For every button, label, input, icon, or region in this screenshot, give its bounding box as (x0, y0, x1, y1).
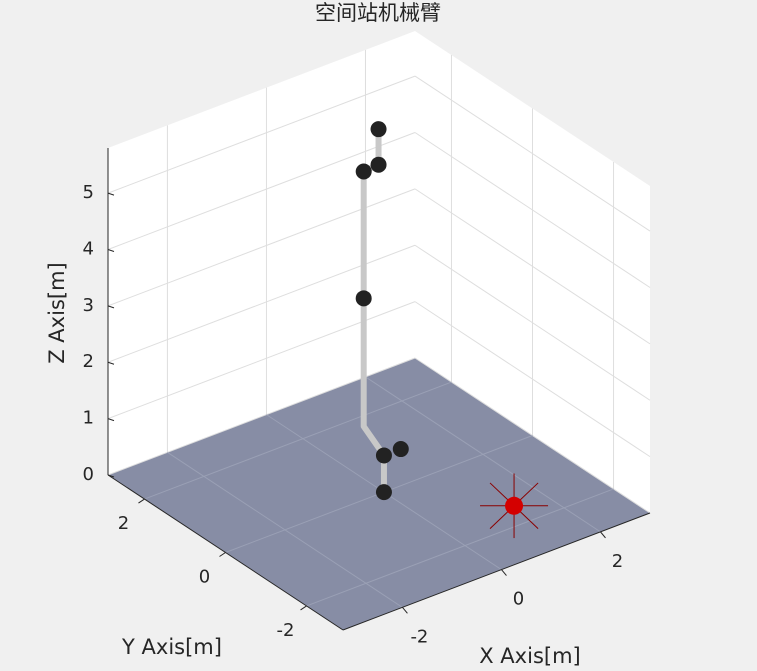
joint (375, 447, 392, 464)
z-tick-label: 0 (83, 464, 94, 485)
y-floor-grid (144, 381, 452, 500)
y-tick (300, 605, 307, 611)
joint (370, 121, 387, 138)
z-tick-label: 3 (83, 295, 94, 316)
z-tick (107, 418, 115, 422)
joint (355, 290, 372, 307)
z-tick (107, 249, 115, 252)
z-tick (107, 305, 115, 309)
y-tick (138, 498, 145, 504)
joint (355, 163, 372, 180)
z-grid-line (107, 132, 416, 250)
y-tick (219, 552, 226, 557)
y-axis-label: Y Axis[m] (121, 635, 222, 659)
y-tick-label: 2 (118, 513, 129, 534)
axis-line (107, 474, 344, 631)
z-tick-label: 1 (83, 408, 94, 429)
x-tick-label: 2 (612, 551, 623, 572)
y-floor-grid (306, 488, 614, 607)
x-axis-label: X Axis[m] (479, 644, 580, 668)
x-tick (402, 607, 408, 614)
target-sphere (505, 496, 524, 515)
joint (375, 484, 392, 501)
x-tick-label: -2 (410, 626, 428, 647)
back-wall-left (108, 31, 415, 475)
chart-title: 空间站机械臂 (315, 1, 441, 25)
z-tick (107, 192, 115, 196)
x-tick (501, 569, 507, 576)
y-tick-label: 0 (199, 567, 210, 588)
joint (392, 441, 409, 458)
z-tick-label: 4 (83, 238, 94, 259)
z-tick (107, 361, 115, 365)
axis-line (342, 512, 651, 631)
z-tick-label: 2 (83, 351, 94, 372)
joint (370, 156, 387, 173)
y-tick-label: -2 (277, 620, 295, 641)
x-tick-label: 0 (513, 589, 524, 610)
z-tick-label: 5 (83, 182, 94, 203)
z-grid-line (107, 75, 416, 194)
target-marker (480, 473, 549, 539)
x-tick (600, 531, 606, 539)
z-axis-label: Z Axis[m] (45, 262, 69, 363)
